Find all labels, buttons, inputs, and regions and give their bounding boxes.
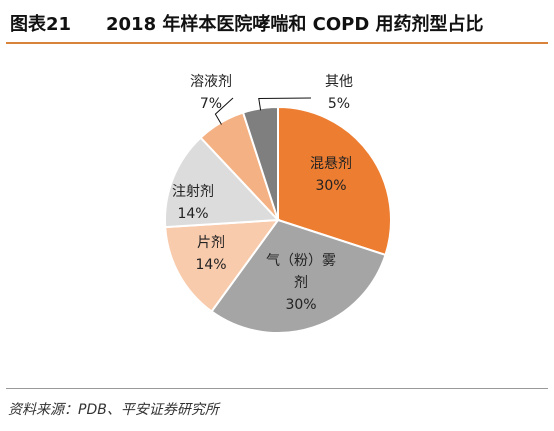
pie-slice-2	[210, 218, 387, 334]
header-rule	[6, 42, 548, 44]
slice-label-5: 溶液剂 7%	[190, 74, 232, 112]
pie-chart: 混悬剂 30% 气（粉）雾剂 30% 片剂 14% 注射剂 14% 溶液剂 7% 其他 5%	[164, 74, 392, 334]
figure-number: 图表21	[10, 14, 72, 35]
leader-line-5	[214, 97, 234, 125]
footer-rule	[6, 388, 548, 389]
leader-lines	[214, 97, 312, 125]
slice-label-4: 注射剂 14%	[172, 184, 214, 222]
figure-header: 图表21 2018 年样本医院哮喘和 COPD 用药剂型占比	[0, 0, 554, 44]
slice-label-2: 气（粉）雾剂 30%	[266, 253, 336, 313]
chart-title: 2018 年样本医院哮喘和 COPD 用药剂型占比	[106, 14, 484, 35]
pie-slice-1	[277, 105, 392, 257]
slice-label-3: 片剂 14%	[195, 235, 226, 273]
slice-label-6: 其他 5%	[325, 74, 353, 112]
leader-line-6	[258, 97, 312, 111]
source-note: 资料来源：PDB、平安证券研究所	[8, 402, 219, 418]
slice-labels: 混悬剂 30% 气（粉）雾剂 30% 片剂 14% 注射剂 14% 溶液剂 7% 其他 5%	[172, 74, 353, 313]
pie-slice-3	[164, 218, 281, 313]
pie-slice-4	[164, 136, 281, 229]
slice-label-1: 混悬剂 30%	[310, 156, 352, 194]
